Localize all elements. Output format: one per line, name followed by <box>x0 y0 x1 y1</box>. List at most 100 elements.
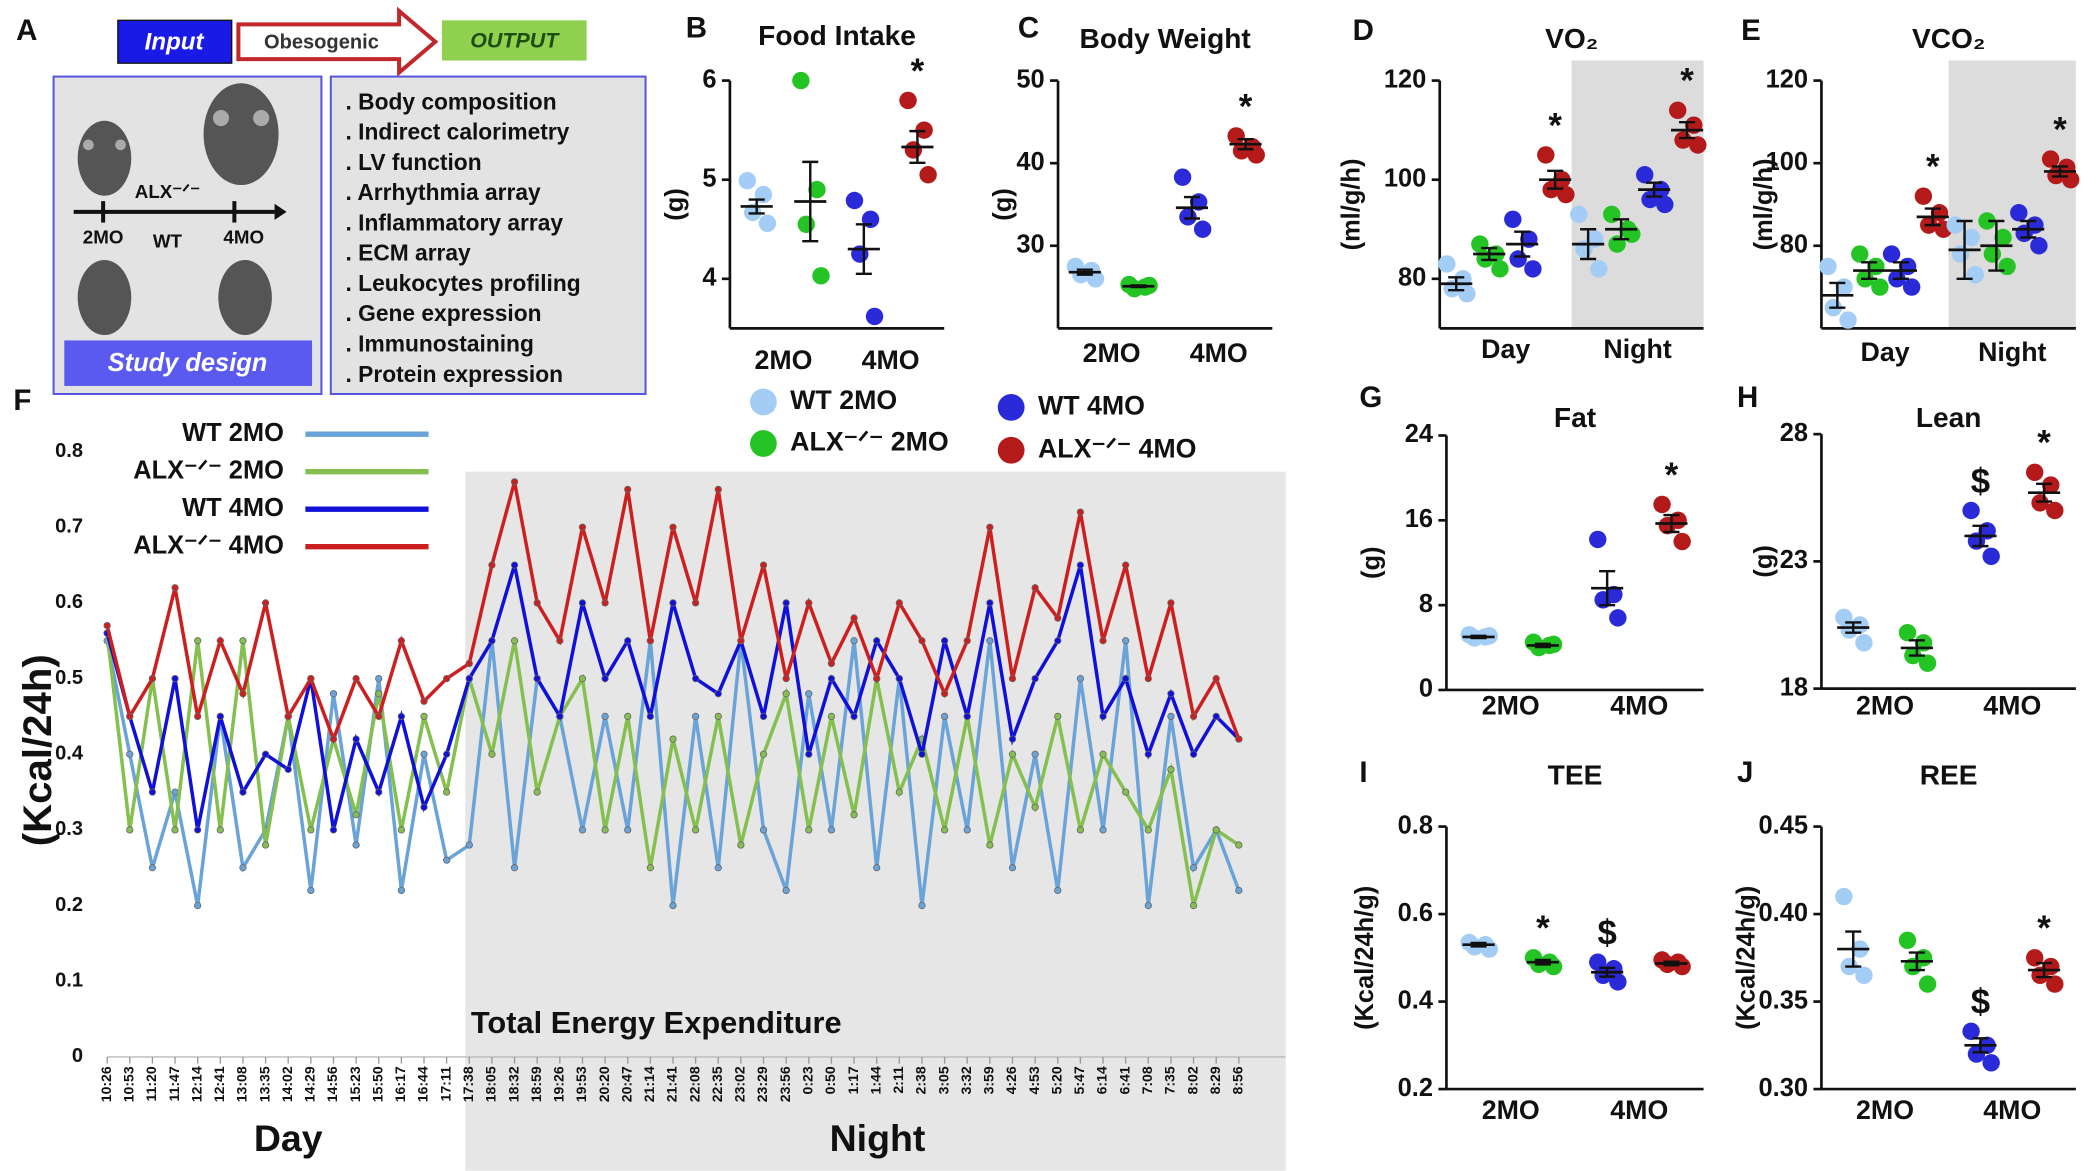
data-point <box>375 788 383 796</box>
data-dot <box>1504 210 1522 229</box>
data-point <box>1167 690 1175 698</box>
y-tick-label: 120 <box>1766 65 1808 93</box>
data-dot <box>1674 131 1692 149</box>
data-point <box>465 659 473 668</box>
data-point <box>895 674 903 683</box>
y-axis-label: (g) <box>989 188 1017 220</box>
data-point <box>692 712 700 721</box>
data-point <box>420 750 428 758</box>
data-point <box>375 712 383 721</box>
data-point <box>1235 841 1243 849</box>
x-tick-label: 13:35 <box>256 1066 272 1102</box>
data-point <box>1212 826 1220 834</box>
data-point <box>307 886 315 895</box>
data-point <box>420 697 428 705</box>
data-point <box>578 674 587 683</box>
x-tick-label: 7:35 <box>1162 1066 1178 1094</box>
data-point <box>171 826 179 834</box>
data-point <box>578 826 587 834</box>
panel: C Body Weight (g) 30 40 50 2MO 4MO * <box>989 11 1273 368</box>
significance: * <box>1536 909 1550 948</box>
y-tick-label: 100 <box>1766 148 1808 176</box>
x-group-label: 2MO <box>1083 338 1141 368</box>
data-point <box>1076 826 1085 834</box>
data-point <box>1167 599 1175 607</box>
data-point <box>126 750 134 758</box>
y-tick-label: 0.5 <box>55 667 83 689</box>
panel-title: VCO₂ <box>1912 23 1985 54</box>
significance: * <box>1926 148 1940 187</box>
data-dot <box>2026 463 2044 482</box>
panel-title: Fat <box>1554 402 1597 433</box>
y-axis-label: (g) <box>1357 546 1385 578</box>
significance: * <box>1548 106 1562 145</box>
data-point <box>556 637 564 645</box>
caption: Study design <box>108 349 268 377</box>
legend-label: ALX⁻ᐟ⁻ 4MO <box>1038 433 1197 463</box>
x-tick-label: 6:41 <box>1116 1066 1132 1094</box>
data-dot <box>1589 530 1607 549</box>
x-tick-label: 13:08 <box>234 1066 250 1102</box>
x-tick-label: 17:38 <box>460 1066 476 1102</box>
data-point <box>963 637 971 645</box>
output-item: . Protein expression <box>346 361 563 387</box>
data-point <box>850 712 858 721</box>
data-dot <box>1982 547 2000 566</box>
data-point <box>1099 750 1107 758</box>
timeline-arrow <box>274 203 287 220</box>
data-point <box>692 599 700 607</box>
x-group-label: Night <box>1978 337 2046 367</box>
mouse <box>203 83 279 186</box>
data-point <box>126 712 134 721</box>
data-point <box>1054 637 1062 645</box>
data-dot <box>1673 957 1691 976</box>
data-dot <box>1840 621 1858 639</box>
data-point <box>261 841 270 849</box>
data-dot <box>758 214 777 233</box>
data-point <box>465 841 473 849</box>
data-point <box>1099 712 1107 721</box>
data-point <box>601 712 609 721</box>
data-dot <box>1524 260 1542 278</box>
period-label: Day <box>254 1117 323 1159</box>
data-point <box>646 864 654 872</box>
data-dot <box>1227 127 1245 145</box>
data-point <box>488 750 496 758</box>
data-point <box>307 674 315 683</box>
data-dot <box>2042 476 2060 494</box>
data-point <box>873 674 881 683</box>
arrow <box>236 6 439 77</box>
x-tick-label: 5:47 <box>1071 1066 1087 1094</box>
x-tick-label: 11:20 <box>143 1066 159 1101</box>
data-point <box>850 614 858 622</box>
y-tick-label: 18 <box>1780 673 1808 701</box>
period-label: Night <box>830 1117 926 1159</box>
output-item: . Immunostaining <box>346 331 534 357</box>
data-point <box>239 637 247 645</box>
y-tick-label: 0 <box>72 1045 83 1067</box>
panel: G Fat (g) 0 8 16 24 2MO 4MO * <box>1357 381 1704 720</box>
data-point <box>420 712 428 721</box>
data-dot <box>1590 260 1608 278</box>
output-item: . ECM array <box>346 240 472 266</box>
legend-swatch <box>997 436 1025 464</box>
data-dot <box>1656 195 1674 214</box>
significance: $ <box>1971 462 1990 501</box>
data-point <box>1212 674 1220 683</box>
data-dot <box>2046 501 2064 520</box>
x-tick-label: 21:41 <box>664 1066 680 1102</box>
panel: I TEE (Kcal/24h/g) 0.2 0.4 0.6 0.8 2MO * 4MO $ <box>1351 756 1704 1125</box>
x-group-label: Day <box>1860 337 1909 367</box>
panel-letter: I <box>1359 756 1367 789</box>
y-tick-label: 40 <box>1016 148 1044 176</box>
y-tick-label: 16 <box>1405 505 1433 533</box>
data-point <box>1076 508 1085 516</box>
legend-label: WT 2MO <box>790 385 897 415</box>
shading <box>1948 60 2076 329</box>
data-dot <box>1589 953 1607 971</box>
x-tick-label: 2:11 <box>890 1066 906 1094</box>
legend-label: ALX⁻ᐟ⁻ 2MO <box>790 427 949 457</box>
data-point <box>148 864 157 872</box>
x-tick-label: 18:32 <box>505 1066 521 1102</box>
legend-label: WT 4MO <box>182 494 284 522</box>
